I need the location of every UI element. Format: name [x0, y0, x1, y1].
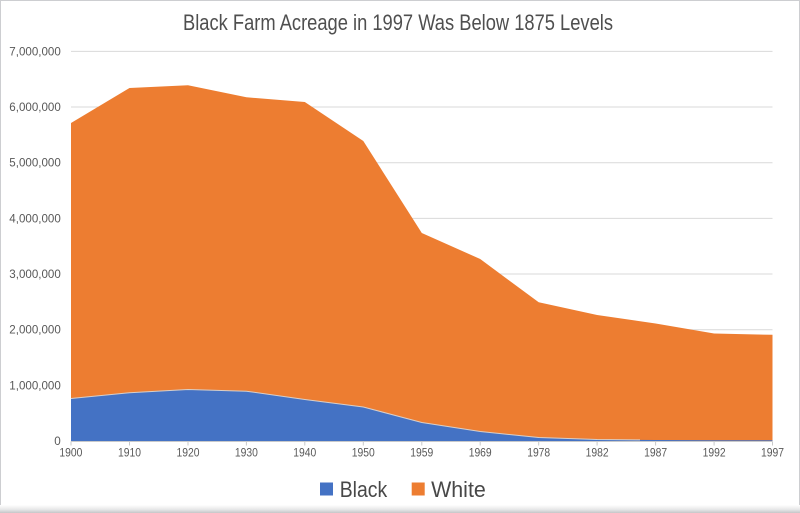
svg-text:0: 0 — [54, 434, 61, 448]
svg-text:1969: 1969 — [469, 446, 492, 460]
svg-text:1910: 1910 — [118, 446, 141, 460]
svg-text:1987: 1987 — [644, 446, 667, 460]
svg-text:1,000,000: 1,000,000 — [9, 378, 61, 392]
svg-text:3,000,000: 3,000,000 — [9, 267, 61, 281]
svg-text:Black: Black — [340, 477, 388, 502]
svg-text:White: White — [431, 477, 486, 502]
svg-text:1930: 1930 — [235, 446, 258, 460]
svg-text:4,000,000: 4,000,000 — [9, 211, 61, 225]
svg-text:1950: 1950 — [352, 446, 375, 460]
svg-text:1940: 1940 — [293, 446, 316, 460]
svg-text:Black Farm Acreage in 1997 Was: Black Farm Acreage in 1997 Was Below 187… — [183, 10, 613, 35]
svg-text:1978: 1978 — [527, 446, 550, 460]
svg-text:1982: 1982 — [586, 446, 609, 460]
svg-text:1959: 1959 — [410, 446, 433, 460]
svg-text:1900: 1900 — [59, 446, 82, 460]
svg-text:5,000,000: 5,000,000 — [9, 156, 61, 170]
svg-text:6,000,000: 6,000,000 — [9, 100, 61, 114]
svg-text:1920: 1920 — [177, 446, 200, 460]
svg-text:1992: 1992 — [703, 446, 726, 460]
svg-text:1997: 1997 — [761, 446, 784, 460]
svg-text:7,000,000: 7,000,000 — [9, 44, 61, 58]
svg-text:2,000,000: 2,000,000 — [9, 323, 61, 337]
